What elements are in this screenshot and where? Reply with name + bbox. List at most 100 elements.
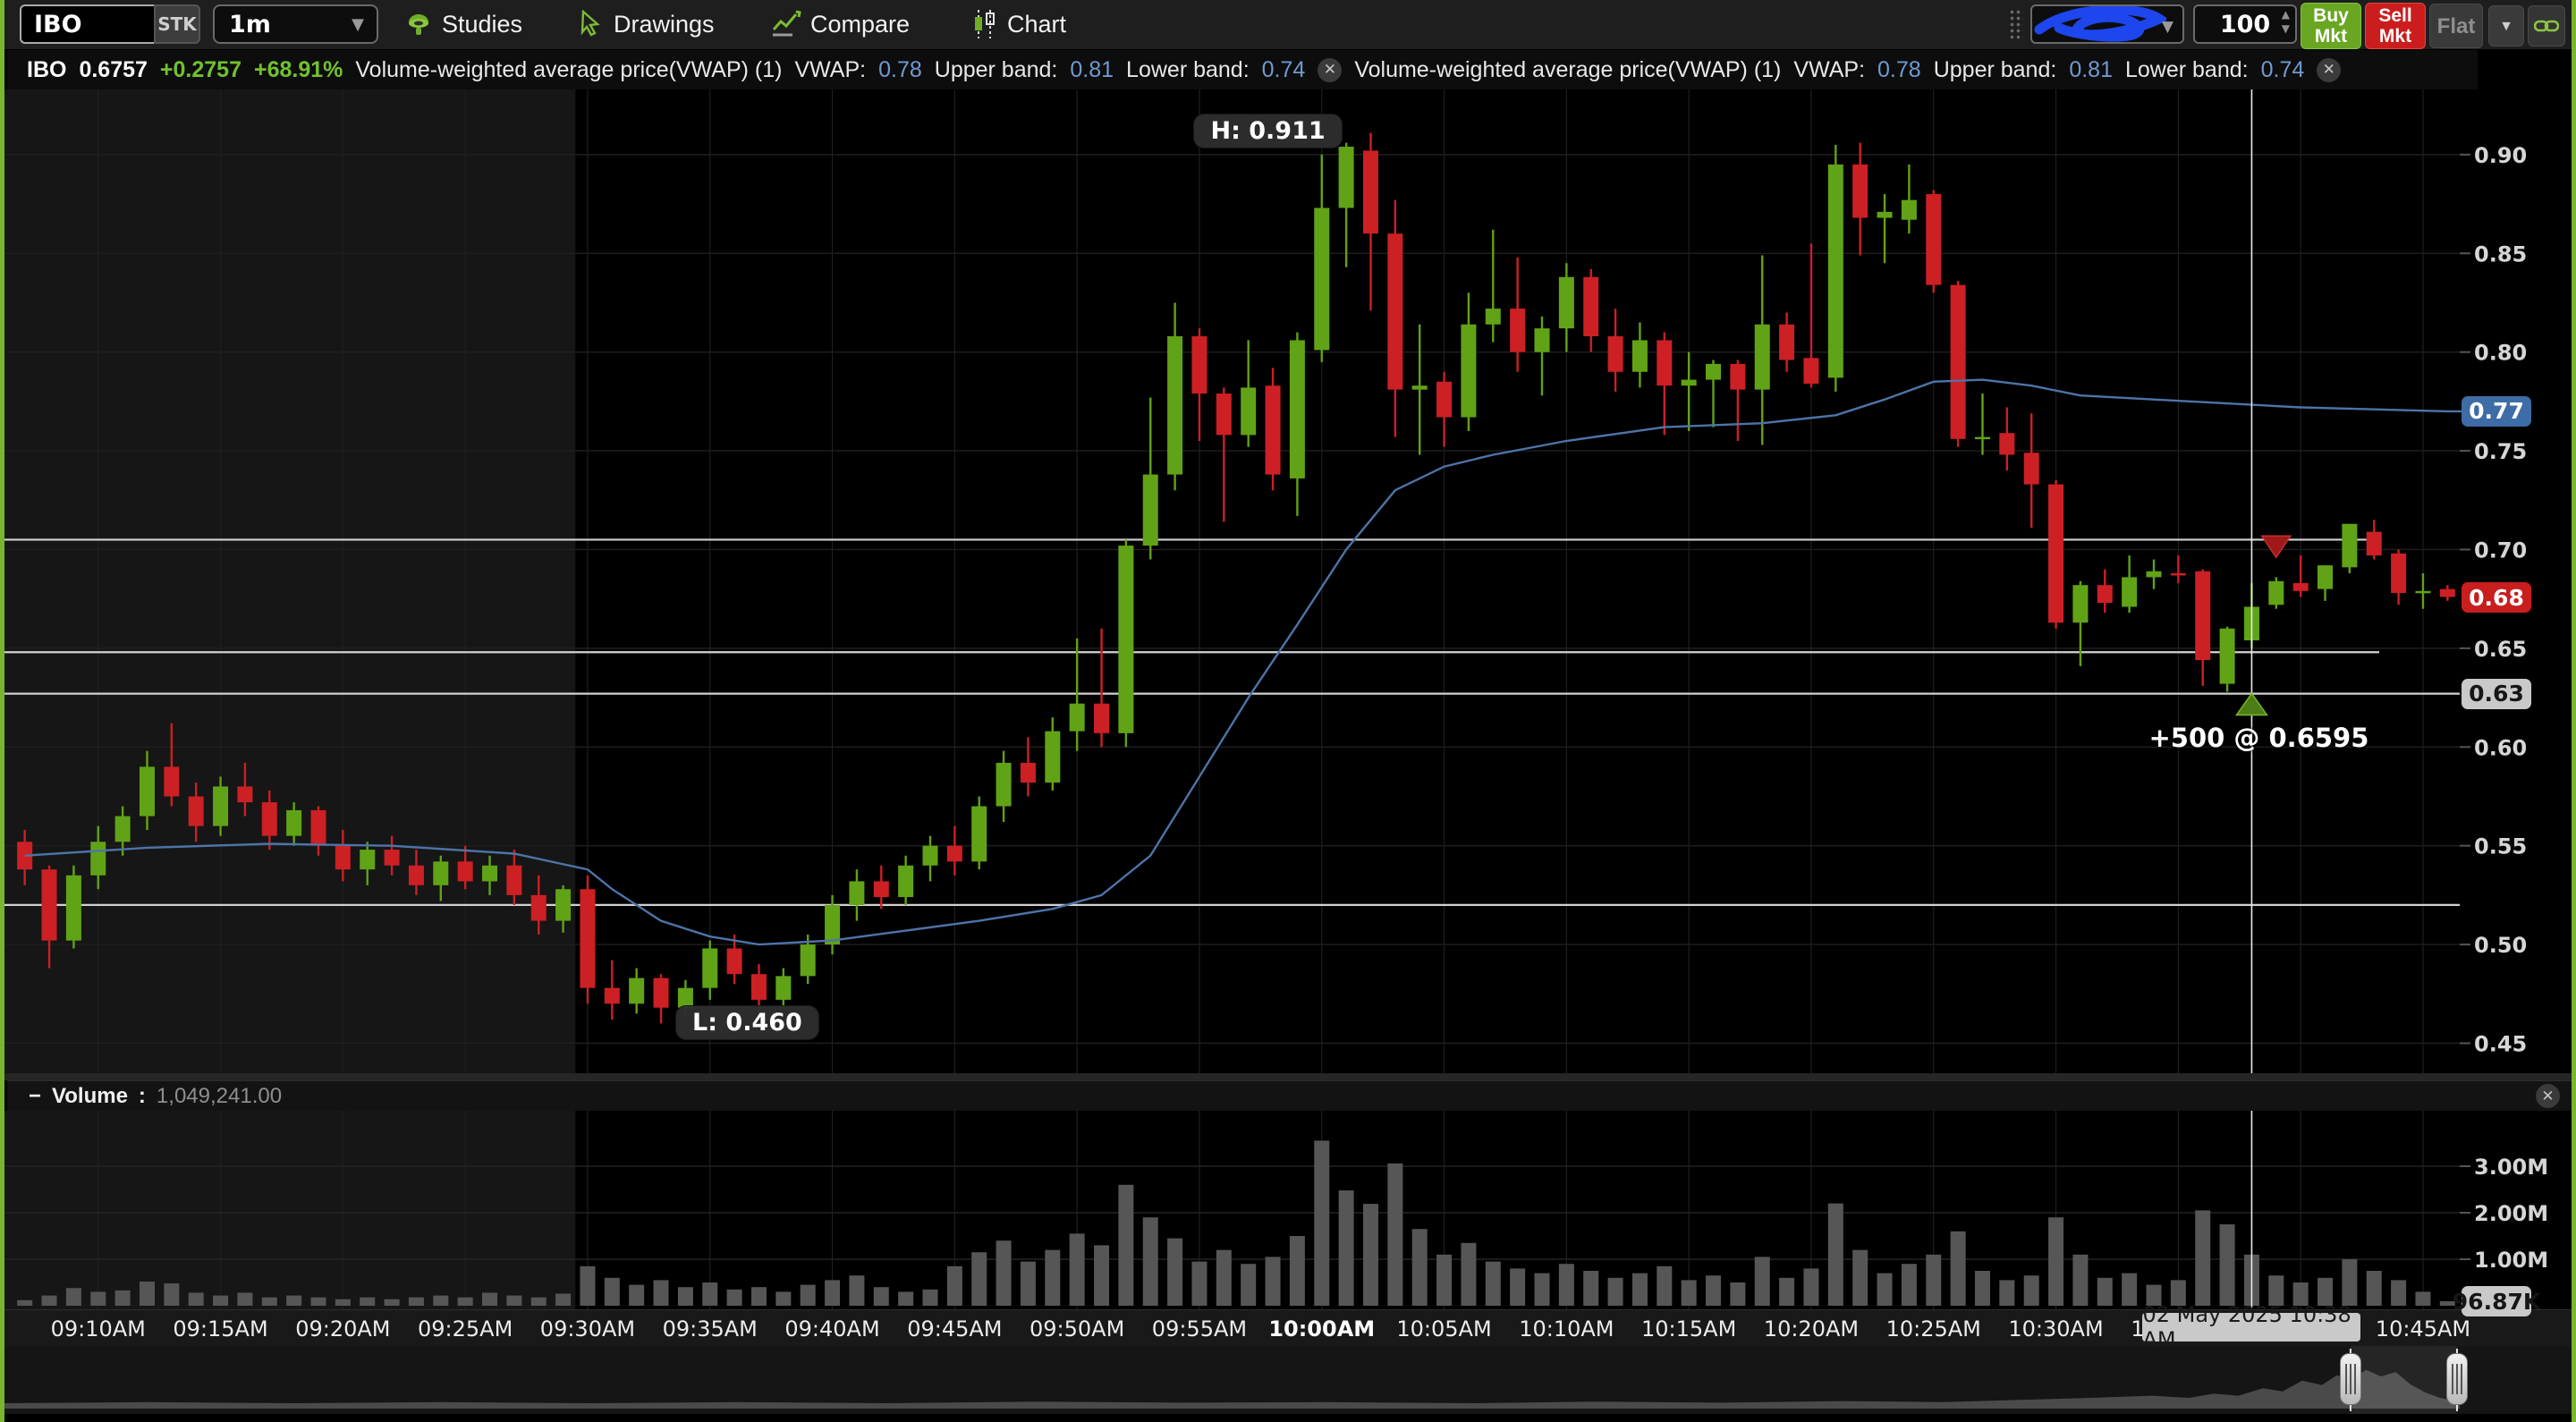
- buy-mkt-button[interactable]: Buy Mkt: [2301, 3, 2361, 49]
- interval-value: 1m: [229, 10, 271, 38]
- candle-body: [2195, 571, 2211, 661]
- volume-bar: [2048, 1217, 2064, 1306]
- volume-bar: [1827, 1203, 1843, 1306]
- candle-body: [213, 786, 229, 826]
- price-tick-label: 0.50: [2474, 933, 2527, 958]
- candle-body: [775, 976, 792, 1000]
- volume-bar: [1461, 1242, 1477, 1306]
- time-tick-label: 09:50AM: [1030, 1316, 1125, 1342]
- candle-body: [873, 881, 889, 898]
- studies-button[interactable]: Studies: [404, 5, 522, 43]
- candle-body: [286, 809, 302, 836]
- candle-body: [1852, 164, 1868, 218]
- compare-icon: [772, 10, 801, 37]
- volume-bar: [114, 1290, 131, 1306]
- time-tick-label: 10:00AM: [1268, 1316, 1376, 1342]
- volume-bar: [1877, 1273, 1893, 1306]
- study-1-vwap-value: 0.78: [878, 56, 922, 82]
- price-chart-pane[interactable]: 0.90 0.85 0.80 0.75 0.70 0.65 0.60 0.55 0.50 0.45: [0, 89, 2576, 1073]
- volume-bar: [1657, 1265, 1673, 1306]
- volume-bar: [1901, 1264, 1917, 1306]
- candle-body: [1681, 379, 1697, 386]
- order-dropdown-button[interactable]: ▼: [2488, 5, 2524, 47]
- volume-bar: [1681, 1280, 1697, 1306]
- volume-bar: [873, 1287, 889, 1306]
- pane-splitter[interactable]: [0, 1073, 2576, 1080]
- candle-body: [1950, 284, 1966, 439]
- collapse-icon[interactable]: −: [29, 1083, 42, 1108]
- chevron-down-icon: ▼: [2161, 18, 2174, 36]
- range-navigator[interactable]: [0, 1346, 2576, 1414]
- time-tick-label: 09:10AM: [50, 1316, 146, 1342]
- navigator-area: [0, 1369, 2460, 1409]
- volume-bar: [384, 1299, 400, 1306]
- candle-body: [849, 881, 865, 905]
- volume-bar: [1534, 1273, 1550, 1306]
- volume-bar: [1338, 1190, 1354, 1306]
- toolbar-drag-grip[interactable]: [2009, 9, 2023, 41]
- volume-bar: [996, 1240, 1012, 1306]
- compare-button[interactable]: Compare: [771, 5, 910, 43]
- chart-type-icon: [975, 10, 995, 38]
- quantity-spin-buttons[interactable]: ▲ ▼: [2281, 8, 2290, 35]
- candle-body: [1289, 340, 1305, 478]
- chart-legend: IBO 0.6757 +0.2757 +68.91% Volume-weight…: [7, 50, 2478, 89]
- study-2-name: Volume-weighted average price(VWAP) (1): [1354, 56, 1782, 82]
- time-tick-label: 09:15AM: [173, 1316, 268, 1342]
- volume-bar: [482, 1292, 498, 1306]
- study-2-upper-label: Upper band:: [1933, 56, 2057, 82]
- volume-bar: [335, 1299, 351, 1306]
- volume-chart-pane[interactable]: 1.00M 2.00M 3.00M: [0, 1111, 2576, 1309]
- time-axis[interactable]: 09:10AM 09:15AM 09:20AM 09:25AM 09:30AM 09:35…: [0, 1302, 2576, 1352]
- study-1-lower-value: 0.74: [1261, 56, 1306, 82]
- candle-body: [530, 894, 547, 921]
- volume-bar: [2415, 1291, 2431, 1306]
- candle-body: [971, 806, 987, 862]
- crosshair-date-badge: 02 May 2025 10:38 AM: [2142, 1302, 2361, 1352]
- range-handle-left[interactable]: [2339, 1353, 2361, 1405]
- chart-button[interactable]: Chart: [971, 5, 1066, 43]
- volume-bar: [139, 1281, 155, 1306]
- chart-label: Chart: [1007, 10, 1067, 38]
- vwap-price-badge: 0.77: [2462, 395, 2531, 427]
- volume-bar: [1485, 1261, 1501, 1306]
- volume-bar: [2366, 1271, 2382, 1306]
- drawings-button[interactable]: Drawings: [578, 5, 715, 43]
- flat-button[interactable]: Flat: [2429, 4, 2483, 48]
- candle-body: [1020, 762, 1036, 783]
- study-2-close-icon[interactable]: ✕: [2317, 57, 2342, 82]
- study-1-close-icon[interactable]: ✕: [1318, 57, 1343, 82]
- candle-body: [2097, 585, 2113, 604]
- quantity-stepper[interactable]: 100 ▲ ▼: [2193, 4, 2297, 44]
- symbol-control: IBO STK: [20, 4, 200, 44]
- candle-body: [1510, 309, 1526, 352]
- price-tick-label: 0.55: [2474, 834, 2527, 859]
- candle-body: [1657, 340, 1673, 386]
- interval-dropdown[interactable]: 1m ▼: [213, 4, 378, 44]
- sell-mkt-button[interactable]: Sell Mkt: [2365, 3, 2426, 49]
- security-type-badge: STK: [154, 4, 200, 44]
- volume-bar: [1265, 1257, 1281, 1306]
- candle-body: [1999, 433, 2015, 455]
- candle-body: [2366, 531, 2382, 556]
- study-2-lower-label: Lower band:: [2124, 56, 2249, 82]
- symbol-input[interactable]: IBO: [20, 4, 154, 44]
- volume-bar: [1020, 1261, 1036, 1306]
- compare-label: Compare: [810, 10, 911, 38]
- volume-bar: [65, 1288, 81, 1306]
- volume-sep: :: [138, 1083, 146, 1108]
- price-tick-label: 0.75: [2474, 439, 2527, 464]
- candle-body: [726, 948, 742, 975]
- candle-body: [384, 850, 400, 866]
- volume-bar: [1607, 1277, 1623, 1306]
- last-volume-badge: 96.87K: [2453, 1286, 2540, 1316]
- volume-bar: [1094, 1245, 1110, 1306]
- window-link-button[interactable]: [2528, 5, 2565, 47]
- range-handle-right[interactable]: [2445, 1353, 2468, 1405]
- candle-body: [164, 766, 180, 797]
- navigator-selection[interactable]: [2350, 1346, 2457, 1414]
- account-dropdown[interactable]: ▼: [2030, 4, 2184, 44]
- candle-body: [41, 869, 57, 941]
- volume-close-icon[interactable]: ✕: [2536, 1084, 2560, 1108]
